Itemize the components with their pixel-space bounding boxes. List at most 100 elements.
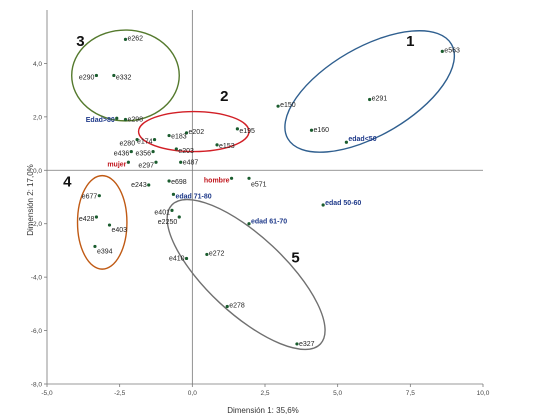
data-point: [309, 128, 314, 132]
x-tick-label: 10,0: [477, 390, 490, 397]
cluster-number-1: 1: [406, 33, 414, 50]
point-label: e394: [97, 248, 113, 255]
data-point: [123, 117, 128, 122]
x-tick-label: -2,5: [114, 390, 126, 397]
point-label: e278: [229, 303, 245, 310]
point-label: e291: [372, 95, 388, 102]
point-label: edad 61-70: [251, 219, 287, 226]
data-point: [276, 104, 280, 108]
y-tick-label: 0,0: [33, 168, 42, 175]
point-label: e297: [138, 162, 154, 169]
y-axis-label: Dimensión 2: 17,0%: [26, 164, 35, 236]
y-tick-label: -4,0: [31, 275, 43, 282]
data-point: [147, 183, 151, 187]
data-point: [225, 304, 229, 309]
data-point: [184, 131, 189, 135]
data-point: [115, 116, 119, 120]
data-point: [97, 194, 101, 198]
point-label: edad 71-80: [175, 193, 211, 200]
data-point: [167, 179, 171, 183]
data-point: [126, 160, 130, 164]
point-label: e280: [120, 141, 136, 148]
cluster-number-2: 2: [220, 88, 228, 105]
point-label: e698: [171, 179, 187, 186]
x-axis-label: Dimensión 1: 35,6%: [227, 406, 299, 415]
data-point: [247, 176, 251, 180]
point-label: e401: [154, 209, 170, 216]
x-tick-label: 0,0: [188, 390, 197, 397]
cluster-number-4: 4: [63, 173, 72, 190]
data-point: [152, 137, 157, 142]
data-point: [123, 37, 128, 41]
data-point: [170, 208, 174, 212]
cluster-ellipses: 1 2 3 4 5: [63, 29, 456, 351]
data-point: [135, 137, 139, 142]
point-label: e174: [137, 139, 153, 146]
point-label: e202: [189, 129, 205, 136]
data-point: [167, 133, 171, 138]
cluster-number-3: 3: [76, 33, 84, 50]
data-point: [93, 244, 97, 249]
data-point: [235, 127, 239, 131]
point-label: edad<50: [348, 136, 376, 143]
point-label: e298: [127, 117, 143, 124]
y-tick-label: -2,0: [31, 221, 43, 228]
data-point: [129, 149, 133, 154]
point-label: e327: [299, 341, 315, 348]
data-point: [229, 176, 234, 180]
point-label: Edad>80: [86, 117, 115, 124]
cluster-ellipse-5: [166, 198, 326, 351]
x-tick-label: 7,5: [406, 390, 415, 397]
data-point: [179, 160, 183, 164]
cluster-number-5: 5: [291, 249, 299, 266]
point-label: mujer: [107, 161, 126, 168]
data-point: [295, 342, 299, 346]
y-tick-label: 4,0: [33, 61, 42, 68]
point-label: hombre: [204, 177, 230, 184]
y-tick-label: 2,0: [33, 114, 42, 121]
point-label: e290: [79, 74, 95, 81]
axes: -5,0 -2,5 0,0 2,5 5,0 7,5 10,0-8,0-6,0-4,0-2,0…: [31, 10, 490, 397]
point-label: e428: [79, 216, 95, 223]
cluster-ellipse-2: [137, 110, 250, 153]
cluster-ellipse-4: [76, 174, 128, 270]
point-label: e356: [136, 151, 152, 158]
point-label: e2250: [158, 219, 178, 226]
data-point: [107, 223, 112, 227]
x-tick-label: -5,0: [41, 390, 53, 397]
point-label: e436: [114, 151, 130, 158]
cluster-ellipse-1: [284, 30, 456, 153]
data-point: [94, 73, 99, 78]
point-label: e203: [178, 148, 194, 155]
point-label: e571: [251, 181, 267, 188]
data-point: [177, 215, 181, 219]
point-label: e563: [444, 47, 460, 54]
data-point: [205, 252, 209, 257]
data-point: [247, 222, 251, 226]
data-point: [174, 147, 178, 151]
x-tick-label: 2,5: [260, 390, 269, 397]
point-label: e243: [131, 182, 147, 189]
point-label: e153: [219, 143, 235, 150]
data-point: [215, 143, 219, 147]
point-label: e410: [169, 255, 185, 262]
point-label: e262: [127, 35, 143, 42]
point-label: e160: [314, 127, 330, 134]
y-tick-label: -8,0: [31, 382, 43, 389]
point-label: e487: [183, 159, 199, 166]
point-label: edad 50-60: [325, 200, 361, 207]
point-label: e183: [171, 134, 187, 141]
x-tick-label: 5,0: [333, 390, 342, 397]
data-point: [171, 192, 176, 196]
point-label: e272: [209, 250, 225, 257]
data-point: [94, 215, 99, 219]
point-label: e150: [280, 102, 296, 109]
data-point: [151, 149, 155, 154]
data-point: [184, 256, 189, 261]
point-label: e332: [116, 74, 132, 81]
data-point: [112, 73, 116, 78]
data-point: [368, 97, 372, 102]
y-tick-label: -6,0: [31, 328, 43, 335]
